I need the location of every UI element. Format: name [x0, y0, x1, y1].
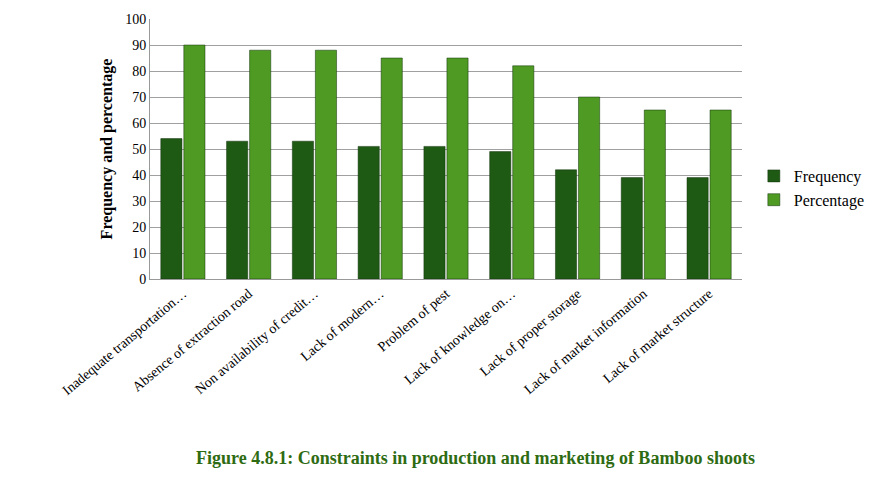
- svg-text:60: 60: [132, 116, 146, 131]
- svg-text:Lack of modern…: Lack of modern…: [298, 286, 387, 364]
- svg-text:30: 30: [132, 194, 146, 209]
- svg-text:Lack of market structure: Lack of market structure: [600, 286, 715, 386]
- svg-text:Problem of pest: Problem of pest: [375, 286, 453, 355]
- svg-text:70: 70: [132, 90, 146, 105]
- svg-text:Frequency: Frequency: [794, 168, 862, 186]
- svg-text:100: 100: [125, 12, 146, 27]
- svg-text:Percentage: Percentage: [794, 192, 864, 210]
- svg-text:Lack of knowledge on…: Lack of knowledge on…: [402, 286, 519, 387]
- svg-text:Inadequate transportation…: Inadequate transportation…: [60, 286, 190, 398]
- svg-text:Absence of extraction road: Absence of extraction road: [130, 286, 255, 395]
- svg-text:Lack of market information: Lack of market information: [521, 286, 649, 397]
- svg-text:Figure 4.8.1: Constraints in p: Figure 4.8.1: Constraints in production …: [196, 448, 755, 468]
- svg-text:40: 40: [132, 168, 146, 183]
- svg-text:90: 90: [132, 38, 146, 53]
- svg-text:20: 20: [132, 220, 146, 235]
- svg-text:10: 10: [132, 246, 146, 261]
- svg-text:Lack of proper storage: Lack of proper storage: [477, 286, 584, 379]
- svg-text:0: 0: [139, 272, 146, 287]
- svg-text:50: 50: [132, 142, 146, 157]
- svg-text:80: 80: [132, 64, 146, 79]
- svg-text:Frequency and percentage: Frequency and percentage: [98, 59, 116, 240]
- svg-text:Non availability of credit…: Non availability of credit…: [192, 286, 320, 397]
